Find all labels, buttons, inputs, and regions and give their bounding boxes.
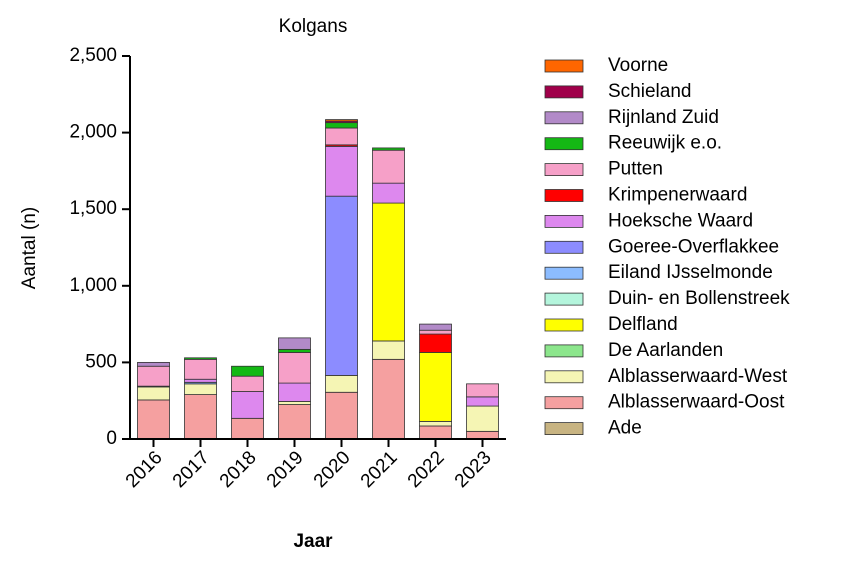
bar-segment bbox=[325, 195, 358, 376]
y-tick-label: 2,000 bbox=[69, 122, 117, 143]
bar-segment bbox=[278, 382, 311, 402]
bar-segment bbox=[184, 383, 217, 395]
legend-label: Duin- en Bollenstreek bbox=[608, 288, 790, 309]
legend-label: Reeuwijk e.o. bbox=[608, 133, 722, 154]
x-tick-label: 2021 bbox=[357, 447, 402, 492]
bar-segment bbox=[137, 365, 170, 387]
bar-segment bbox=[466, 383, 499, 398]
x-tick-label: 2020 bbox=[310, 447, 355, 492]
bar-segment bbox=[184, 358, 217, 380]
y-tick-label: 0 bbox=[106, 428, 117, 449]
bar-segment bbox=[325, 391, 358, 440]
bar-segment bbox=[466, 396, 499, 407]
legend-swatch bbox=[544, 59, 584, 73]
bar-segment bbox=[137, 399, 170, 440]
bar-segment bbox=[419, 420, 452, 427]
bar-segment bbox=[372, 202, 405, 342]
y-tick-label: 500 bbox=[85, 351, 117, 372]
legend-swatch bbox=[544, 318, 584, 332]
bar-segment bbox=[278, 352, 311, 384]
bar-segment bbox=[419, 425, 452, 440]
bar-segment bbox=[325, 145, 358, 197]
bar-segment bbox=[325, 122, 358, 129]
legend-label: Delfland bbox=[608, 314, 678, 335]
chart-title: Kolgans bbox=[279, 16, 348, 37]
legend-swatch bbox=[544, 422, 584, 436]
bar-segment bbox=[231, 375, 264, 392]
x-tick-label: 2018 bbox=[216, 447, 261, 492]
x-tick-label: 2016 bbox=[122, 447, 167, 492]
legend-label: Voorne bbox=[608, 55, 668, 76]
legend-label: Putten bbox=[608, 159, 663, 180]
bar-segment bbox=[372, 358, 405, 440]
bar-segment bbox=[419, 329, 452, 335]
bar-segment bbox=[372, 340, 405, 360]
bar-segment bbox=[466, 405, 499, 432]
bar-segment bbox=[184, 394, 217, 440]
legend-swatch bbox=[544, 344, 584, 358]
legend-label: Alblasserwaard-West bbox=[608, 366, 788, 387]
bar-segment bbox=[419, 333, 452, 353]
x-axis-label: Jaar bbox=[293, 531, 333, 552]
bar-segment bbox=[278, 404, 311, 440]
legend-swatch bbox=[544, 163, 584, 177]
y-axis-label: Aantal (n) bbox=[19, 207, 40, 289]
bar-segment bbox=[372, 147, 405, 151]
bar-segment bbox=[184, 357, 217, 360]
bar-segment bbox=[419, 352, 452, 422]
legend-swatch bbox=[544, 137, 584, 151]
legend-label: Ade bbox=[608, 418, 642, 439]
legend-label: Krimpenerwaard bbox=[608, 185, 747, 206]
legend-swatch bbox=[544, 266, 584, 280]
bar-segment bbox=[231, 365, 264, 377]
bar-segment bbox=[325, 375, 358, 393]
y-tick-label: 2,500 bbox=[69, 45, 117, 66]
bar-segment bbox=[325, 127, 358, 146]
bar-segment bbox=[231, 417, 264, 440]
legend-swatch bbox=[544, 214, 584, 228]
bar-segment bbox=[137, 386, 170, 401]
bar-segment bbox=[137, 361, 170, 367]
legend-swatch bbox=[544, 111, 584, 125]
legend-swatch bbox=[544, 370, 584, 384]
bar-segment bbox=[466, 430, 499, 440]
legend-swatch bbox=[544, 240, 584, 254]
y-tick-label: 1,000 bbox=[69, 275, 117, 296]
legend-label: Schieland bbox=[608, 81, 691, 102]
bar-segment bbox=[419, 323, 452, 331]
x-tick-label: 2023 bbox=[451, 447, 496, 492]
legend-swatch bbox=[544, 292, 584, 306]
bar-segment bbox=[372, 182, 405, 204]
bar-segment bbox=[184, 378, 217, 383]
legend-swatch bbox=[544, 189, 584, 202]
legend-swatch bbox=[544, 85, 584, 99]
x-tick-label: 2022 bbox=[404, 447, 449, 492]
bar-segment bbox=[325, 119, 358, 122]
bar-segment bbox=[278, 337, 311, 350]
x-tick-label: 2017 bbox=[169, 447, 214, 492]
legend-label: Alblasserwaard-Oost bbox=[608, 392, 785, 413]
legend-swatch bbox=[544, 396, 584, 410]
bar-segment bbox=[372, 149, 405, 184]
legend-label: Rijnland Zuid bbox=[608, 107, 719, 128]
bar-segment bbox=[278, 401, 311, 405]
legend-label: Hoeksche Waard bbox=[608, 210, 753, 231]
legend-label: De Aarlanden bbox=[608, 340, 723, 361]
legend-label: Goeree-Overflakkee bbox=[608, 236, 779, 257]
legend-label: Eiland IJsselmonde bbox=[608, 262, 773, 283]
bar-segment bbox=[231, 391, 264, 419]
y-tick-label: 1,500 bbox=[69, 198, 117, 219]
bar-segment bbox=[278, 348, 311, 353]
x-tick-label: 2019 bbox=[263, 447, 308, 492]
